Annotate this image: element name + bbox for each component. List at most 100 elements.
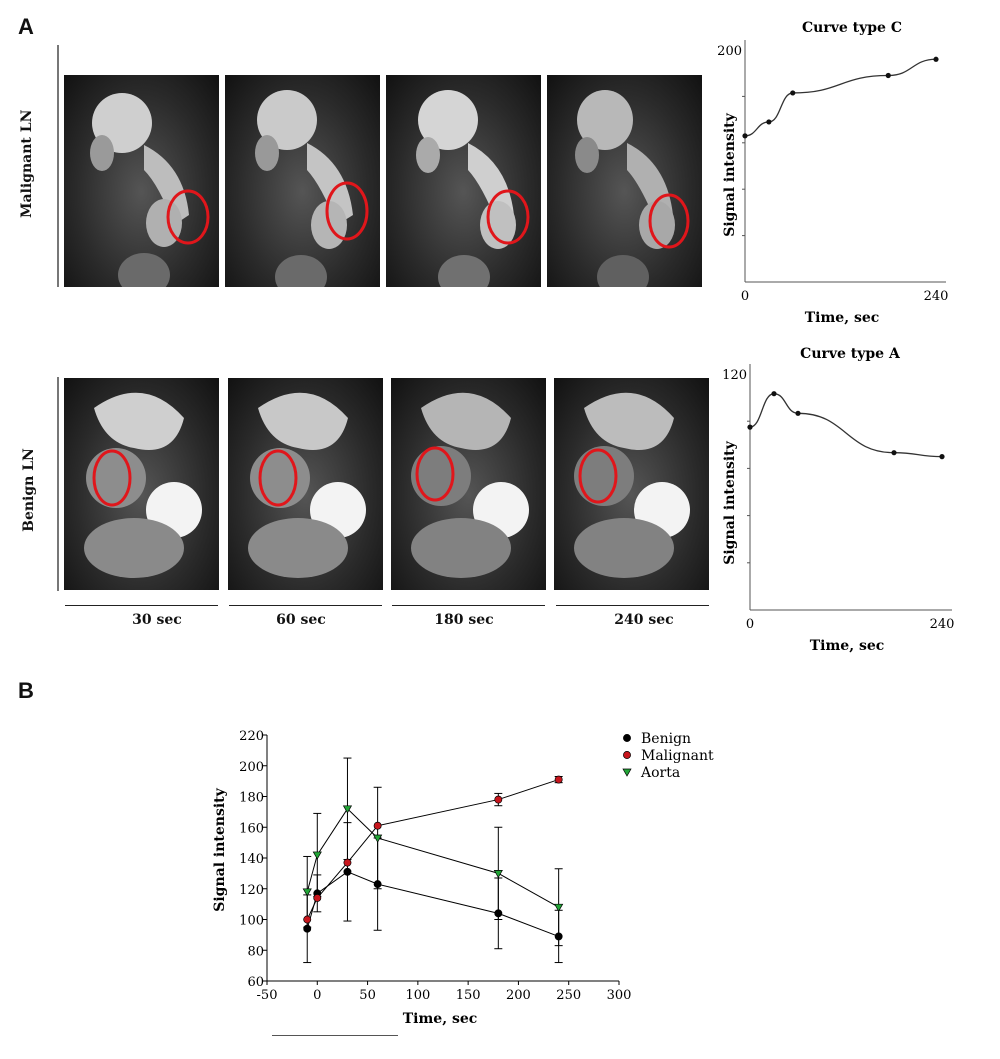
x-tick-label: 240 [924,289,949,304]
benign-scan-image [391,378,546,590]
y-tick-label: 200 [717,44,742,59]
y-tick-label: 100 [239,914,264,929]
data-point-aorta [342,805,353,814]
curve-type-a-chart: Curve type A Signal intensity Time, sec … [722,346,955,654]
malignant-row-bracket [57,45,59,287]
x-tick-label: 0 [313,988,321,1003]
malignant-scan-image [225,75,380,287]
roi-circle [325,181,369,241]
footer-rule [272,1035,398,1036]
roi-circle [648,193,690,249]
benign-row-bracket [57,377,59,591]
series-line-benign [306,871,559,937]
y-tick-label: 140 [239,852,264,867]
y-tick-label: 120 [239,883,264,898]
y-tick-label: 220 [239,729,264,744]
series-line-aorta [306,808,559,908]
x-tick-label: 300 [607,988,632,1003]
roi-circle [92,449,132,507]
time-label-180: 180 sec [434,612,494,628]
data-point-malignant [343,858,352,867]
y-tick-label: 80 [247,944,264,959]
data-point [742,133,748,139]
benign-row-label: Benign LN [21,448,37,532]
roi-circle [578,448,618,504]
x-tick-label: 0 [741,289,749,304]
signal-intensity-chart: Signal intensity Time, sec 60 80 100 120 140… [212,729,714,1027]
data-point-malignant [303,915,312,924]
data-point [933,56,939,62]
x-tick-label: -50 [257,988,278,1003]
data-point-aorta [373,834,383,843]
time-rule [65,605,218,606]
malignant-scan-image [386,75,541,287]
benign-scan-image [554,378,709,590]
data-point-malignant [313,894,322,902]
legend-label: Benign [641,731,691,747]
legend-marker [623,734,631,742]
legend-label: Aorta [640,765,680,781]
x-tick-label: 240 [930,617,955,632]
x-axis-label: Time, sec [805,310,880,326]
y-axis-label: Signal intensity [722,112,738,236]
data-point-benign [554,932,563,941]
x-tick-label: 250 [556,988,581,1003]
data-point-benign [494,909,503,918]
data-point-benign [303,924,312,933]
malignant-row-label: Malignant LN [19,109,35,218]
data-point [771,391,777,397]
x-tick-label: 100 [405,988,430,1003]
malignant-scan-image [64,75,219,287]
roi-circle [415,446,455,502]
time-label-60: 60 sec [276,612,326,628]
time-label-240: 240 sec [614,612,674,628]
y-tick-label: 160 [239,821,264,836]
time-label-30: 30 sec [132,612,182,628]
data-point-aorta [302,888,312,897]
x-tick-label: 50 [359,988,376,1003]
y-tick-label: 200 [239,760,264,775]
curve-type-c-chart: Curve type C Signal intensity Time, sec … [717,20,949,326]
series-line-malignant [306,779,559,920]
time-rule [229,605,382,606]
data-point-malignant [554,775,563,784]
roi-circle [166,189,210,245]
x-tick-label: 200 [506,988,531,1003]
x-axis-label: Time, sec [403,1011,478,1027]
data-point-benign [343,867,352,876]
time-rule [392,605,545,606]
data-point-aorta [554,903,564,912]
y-tick-label: 60 [247,975,264,990]
y-axis-label: Signal intensity [212,787,228,911]
roi-circle [486,189,530,245]
malignant-scan-image [547,75,702,287]
series-line [749,393,943,458]
data-point [766,119,772,125]
y-tick-label: 120 [722,368,747,383]
y-tick-label: 180 [239,791,264,806]
x-tick-label: 150 [456,988,481,1003]
data-point-malignant [373,821,382,830]
data-point [795,410,801,416]
chart-title: Curve type C [802,20,902,36]
panel-a-letter: A [18,14,34,39]
data-point [885,72,891,79]
data-point [790,90,796,96]
panel-b-letter: B [18,678,34,703]
data-point-malignant [494,795,503,804]
data-point-aorta [312,851,322,860]
y-axis-label: Signal intensity [722,440,738,564]
data-point [747,424,753,430]
legend-label: Malignant [641,748,714,764]
benign-scan-image [64,378,219,590]
series-line [744,58,937,137]
x-axis-label: Time, sec [810,638,885,654]
data-point-benign [373,880,382,889]
legend-marker [622,768,632,777]
data-point [891,450,897,456]
legend-marker [623,751,631,759]
benign-scan-image [228,378,383,590]
roi-circle [258,449,298,507]
x-tick-label: 0 [746,617,754,632]
